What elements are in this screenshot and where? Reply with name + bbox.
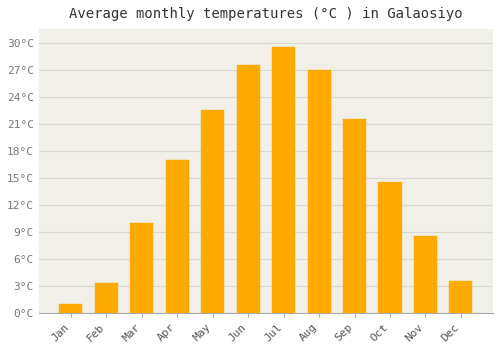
- Bar: [450, 281, 472, 313]
- Bar: [130, 223, 154, 313]
- Bar: [308, 70, 330, 313]
- Bar: [378, 182, 402, 313]
- Bar: [414, 236, 437, 313]
- Bar: [236, 65, 260, 313]
- Bar: [60, 304, 82, 313]
- Bar: [272, 47, 295, 313]
- Title: Average monthly temperatures (°C ) in Galaosiyo: Average monthly temperatures (°C ) in Ga…: [69, 7, 462, 21]
- Bar: [166, 160, 189, 313]
- Bar: [201, 110, 224, 313]
- Bar: [343, 119, 366, 313]
- Bar: [95, 283, 118, 313]
